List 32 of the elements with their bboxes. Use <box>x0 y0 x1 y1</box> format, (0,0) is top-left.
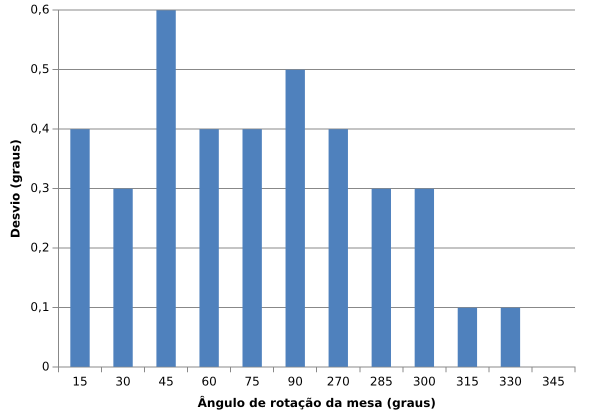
bar <box>156 10 176 367</box>
bar <box>328 129 348 367</box>
x-tick-label: 285 <box>370 374 393 389</box>
x-tick-label: 315 <box>456 374 479 389</box>
bar <box>414 188 434 367</box>
x-tick-label: 30 <box>115 374 131 389</box>
x-tick-label: 90 <box>288 374 303 389</box>
bar <box>113 188 133 367</box>
x-tick-label: 345 <box>542 374 565 389</box>
x-axis-title: Ângulo de rotação da mesa (graus) <box>198 394 436 410</box>
y-tick-label: 0 <box>42 359 50 374</box>
x-tick-label: 45 <box>158 374 174 389</box>
x-tick-label: 330 <box>498 374 522 389</box>
x-tick-label: 300 <box>412 374 436 389</box>
x-tick-label: 75 <box>244 374 260 389</box>
bar <box>458 308 478 367</box>
x-tick-label: 60 <box>201 374 217 389</box>
y-tick-label: 0,1 <box>30 300 50 314</box>
y-tick-label: 0,2 <box>30 240 50 254</box>
x-tick-label: 270 <box>326 374 350 389</box>
bar <box>199 129 219 367</box>
bar <box>500 308 520 367</box>
bar <box>372 188 391 367</box>
bar <box>286 70 305 367</box>
bar <box>70 129 90 367</box>
y-tick-label: 0,6 <box>30 2 50 16</box>
y-tick-label: 0,4 <box>30 121 50 136</box>
y-axis-title: Desvio (graus) <box>8 139 22 238</box>
y-tick-label: 0,3 <box>30 180 50 195</box>
x-tick-label: 15 <box>72 374 88 389</box>
bar <box>242 129 262 367</box>
y-tick-label: 0,5 <box>30 62 50 76</box>
